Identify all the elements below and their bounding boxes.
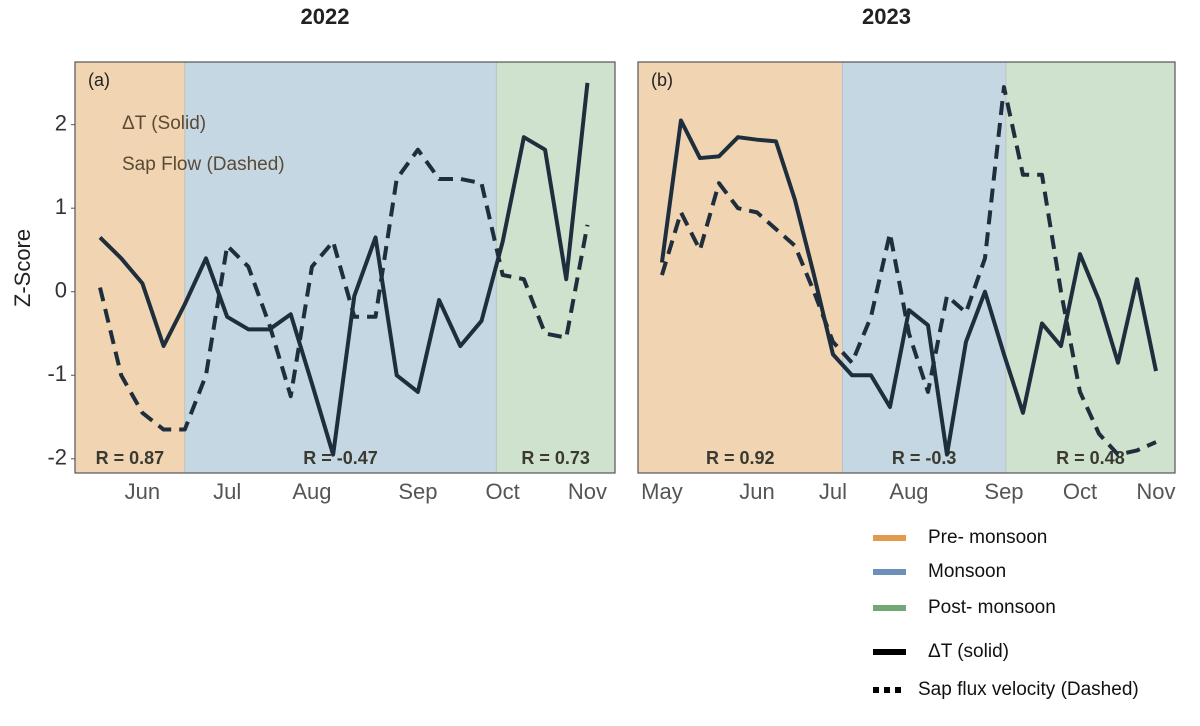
x-tick-label: Sep: [984, 479, 1023, 504]
series-line: [660, 85, 1157, 457]
x-tick-label: Jun: [739, 479, 774, 504]
correlation-label: R = 0.87: [96, 448, 165, 468]
y-tick-label: 2: [55, 110, 67, 135]
panel-label: (a): [88, 70, 110, 90]
season-region: [1005, 62, 1175, 473]
y-tick-label: 0: [55, 278, 67, 303]
x-tick-label: Jun: [125, 479, 160, 504]
x-tick-label: May: [641, 479, 683, 504]
x-tick-label: Nov: [568, 479, 607, 504]
legend-label: ΔT (solid): [928, 641, 1009, 662]
x-tick-label: Oct: [486, 479, 520, 504]
x-tick-label: Nov: [1136, 479, 1175, 504]
correlation-label: R = 0.92: [706, 448, 775, 468]
x-tick-label: Jul: [213, 479, 241, 504]
x-tick-label: Jul: [819, 479, 847, 504]
chart-title: 2023: [862, 4, 911, 29]
correlation-label: R = -0.47: [303, 448, 378, 468]
x-tick-label: Aug: [889, 479, 928, 504]
x-tick-label: Aug: [292, 479, 331, 504]
y-tick-label: 1: [55, 194, 67, 219]
series-line: [98, 82, 590, 457]
panel-label: (b): [651, 70, 673, 90]
y-tick-label: -2: [47, 445, 67, 470]
x-tick-label: Sep: [398, 479, 437, 504]
legend-label: Post- monsoon: [928, 597, 1056, 618]
season-region: [638, 62, 843, 473]
series-line: [659, 118, 1158, 457]
y-axis-label: Z-Score: [10, 229, 35, 307]
legend-label: Sap flux velocity (Dashed): [918, 679, 1139, 700]
series-name: Sap Flow (Dashed): [122, 154, 285, 175]
legend-label: Monsoon: [928, 561, 1006, 582]
chart-title: 2022: [301, 4, 350, 29]
season-region: [842, 62, 1006, 473]
y-tick-label: -1: [47, 361, 67, 386]
x-tick-label: Oct: [1063, 479, 1097, 504]
plot-frame: [637, 61, 1176, 474]
correlation-label: R = 0.48: [1056, 448, 1125, 468]
series-name: ΔT (Solid): [122, 113, 206, 134]
correlation-label: R = 0.73: [521, 448, 590, 468]
legend-label: Pre- monsoon: [928, 527, 1047, 548]
season-region: [496, 62, 615, 473]
plot-frame: [74, 61, 616, 474]
series-line: [98, 147, 590, 432]
correlation-label: R = -0.3: [892, 448, 957, 468]
